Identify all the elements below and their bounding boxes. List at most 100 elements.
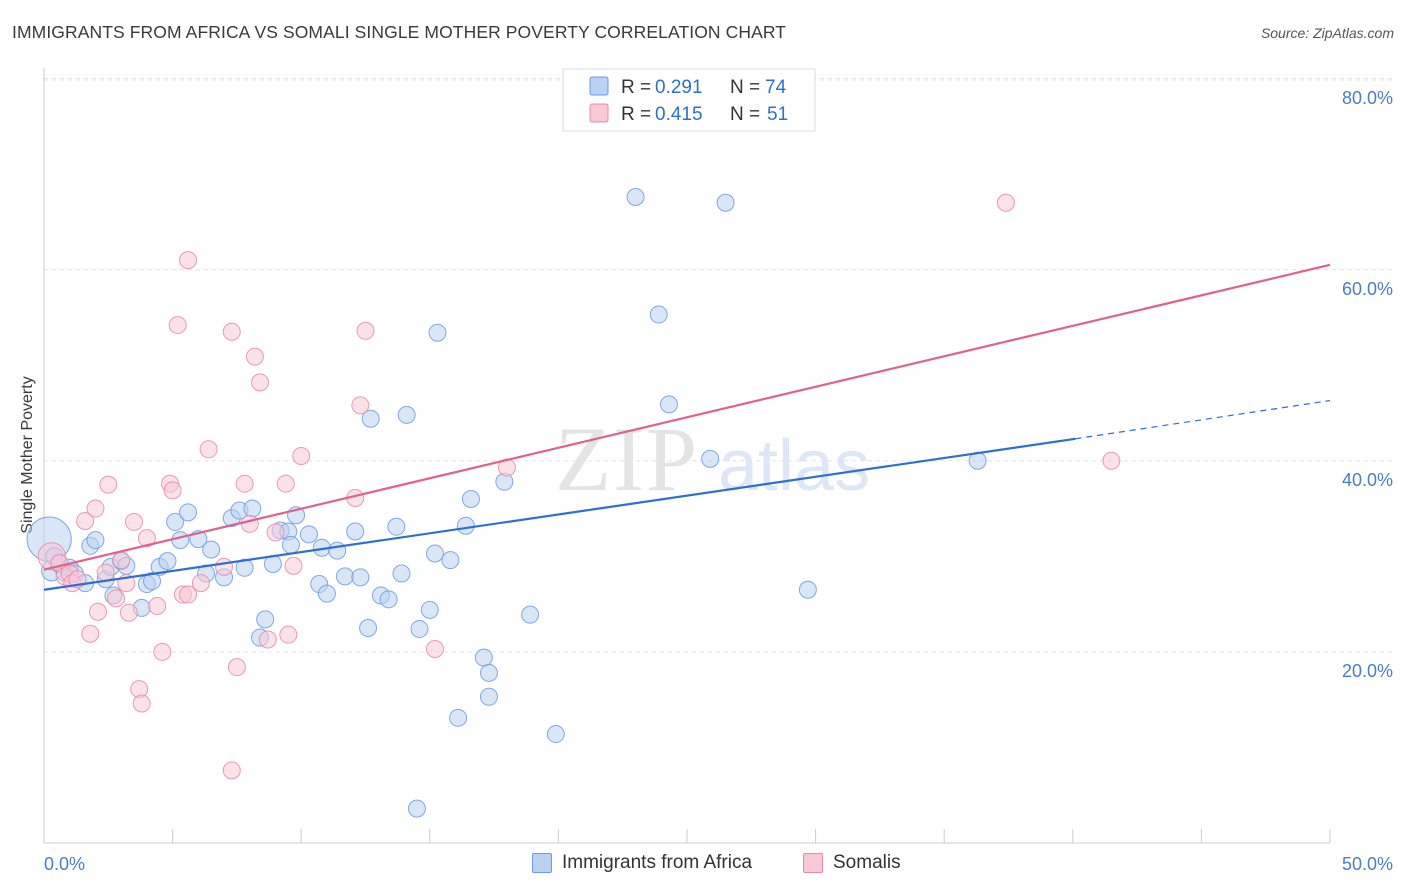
data-point-africa-73: [798, 580, 817, 599]
data-point-somalis-20: [148, 597, 167, 616]
data-point-somalis-38: [266, 523, 285, 542]
y-tick-label-40: 40.0%: [1342, 470, 1393, 490]
data-point-somalis-37: [258, 630, 277, 649]
data-point-africa-65: [521, 605, 540, 624]
top-legend: R = 0.291 N = 74 R = 0.415 N = 51: [562, 68, 816, 132]
data-point-somalis-34: [240, 514, 259, 533]
data-point-africa-72: [716, 193, 735, 212]
chart-source: Source: ZipAtlas.com: [1260, 25, 1394, 41]
data-point-africa-20: [166, 512, 185, 531]
watermark-atlas: atlas: [718, 426, 870, 506]
data-point-africa-68: [626, 188, 645, 207]
x-tick-label-min: 0.0%: [44, 854, 85, 874]
legend-n-label-somalis: N =: [730, 104, 760, 125]
data-point-somalis-33: [235, 474, 254, 493]
data-point-africa-54: [420, 600, 439, 619]
data-point-africa-55: [425, 544, 444, 563]
trend-line-somalis: [43, 263, 1331, 571]
legend-r-value-somalis: 0.415: [655, 104, 703, 125]
legend-swatch-africa: [589, 76, 609, 96]
data-point-africa-9: [86, 531, 105, 550]
data-point-somalis-26: [179, 251, 198, 270]
data-point-africa-60: [461, 489, 480, 508]
data-point-somalis-32: [227, 658, 246, 677]
legend-r-value-africa: 0.291: [655, 77, 703, 98]
legend-n-value-somalis: 51: [767, 104, 788, 125]
data-point-africa-43: [335, 567, 354, 586]
data-point-somalis-28: [199, 440, 218, 459]
legend-swatch-somalis-bottom: [803, 853, 823, 873]
data-point-somalis-6: [76, 511, 95, 530]
data-point-africa-62: [479, 663, 498, 682]
data-point-somalis-42: [292, 446, 311, 465]
data-point-africa-67: [407, 799, 426, 818]
legend-n-value-africa: 74: [765, 77, 787, 98]
data-point-africa-63: [479, 687, 498, 706]
data-point-somalis-30: [222, 322, 241, 341]
legend-swatch-somalis: [589, 103, 609, 123]
data-point-somalis-10: [96, 563, 115, 582]
data-point-somalis-48: [996, 193, 1015, 212]
data-point-somalis-36: [251, 373, 270, 392]
data-point-africa-53: [410, 619, 429, 638]
chart-title: IMMIGRANTS FROM AFRICA VS SOMALI SINGLE …: [12, 22, 787, 42]
data-point-africa-70: [659, 395, 678, 414]
data-point-africa-22: [179, 503, 198, 522]
data-point-africa-36: [281, 535, 300, 554]
watermark: ZIP atlas: [555, 408, 870, 510]
y-tick-label-60: 60.0%: [1342, 279, 1393, 299]
data-point-somalis-16: [125, 512, 144, 531]
data-point-africa-38: [299, 525, 318, 544]
data-point-africa-57: [441, 551, 460, 570]
data-point-africa-42: [328, 541, 347, 560]
legend-label-somalis: Somalis: [833, 852, 901, 873]
data-point-somalis-15: [119, 603, 138, 622]
data-point-somalis-35: [245, 347, 264, 366]
data-points: [26, 188, 1121, 818]
data-point-somalis-31: [222, 761, 241, 780]
data-point-africa-41: [317, 584, 336, 603]
data-point-africa-17: [143, 572, 162, 591]
data-point-somalis-39: [276, 474, 295, 493]
data-point-africa-49: [379, 590, 398, 609]
legend-label-africa: Immigrants from Africa: [562, 852, 753, 873]
data-point-somalis-8: [86, 499, 105, 518]
data-point-africa-19: [158, 552, 177, 571]
data-point-somalis-45: [356, 321, 375, 340]
data-point-africa-21: [171, 531, 190, 550]
legend-r-label-somalis: R =: [621, 104, 651, 125]
data-point-somalis-18: [132, 694, 151, 713]
data-point-somalis-11: [99, 475, 118, 494]
data-point-somalis-46: [425, 640, 444, 659]
legend-item-africa[interactable]: Immigrants from Africa: [532, 852, 752, 874]
data-point-somalis-13: [112, 551, 131, 570]
data-point-africa-30: [243, 499, 262, 518]
y-tick-label-80: 80.0%: [1342, 88, 1393, 108]
trend-extension-africa: [1075, 399, 1331, 440]
data-point-somalis-29: [215, 557, 234, 576]
data-point-somalis-23: [163, 481, 182, 500]
data-point-africa-51: [392, 564, 411, 583]
data-point-africa-56: [428, 323, 447, 342]
legend-r-label-africa: R =: [621, 77, 651, 98]
data-point-africa-46: [359, 618, 378, 637]
trend-lines: [43, 263, 1331, 591]
data-point-africa-44: [346, 522, 365, 541]
data-point-africa-61: [474, 648, 493, 667]
data-point-somalis-12: [107, 589, 126, 608]
legend-n-label-africa: N =: [730, 77, 760, 98]
data-point-somalis-40: [279, 625, 298, 644]
data-point-somalis-21: [153, 642, 172, 661]
y-tick-label-20: 20.0%: [1342, 661, 1393, 681]
trend-line-africa: [43, 437, 1076, 591]
data-point-africa-69: [649, 305, 668, 324]
data-point-africa-59: [456, 516, 475, 535]
data-point-somalis-50: [179, 585, 198, 604]
data-point-africa-66: [546, 725, 565, 744]
data-point-africa-71: [701, 449, 720, 468]
data-point-africa-58: [449, 708, 468, 727]
data-point-somalis-41: [284, 556, 303, 575]
legend-item-somalis[interactable]: Somalis: [803, 852, 901, 874]
data-point-somalis-49: [1102, 451, 1121, 470]
data-point-somalis-7: [81, 624, 100, 643]
